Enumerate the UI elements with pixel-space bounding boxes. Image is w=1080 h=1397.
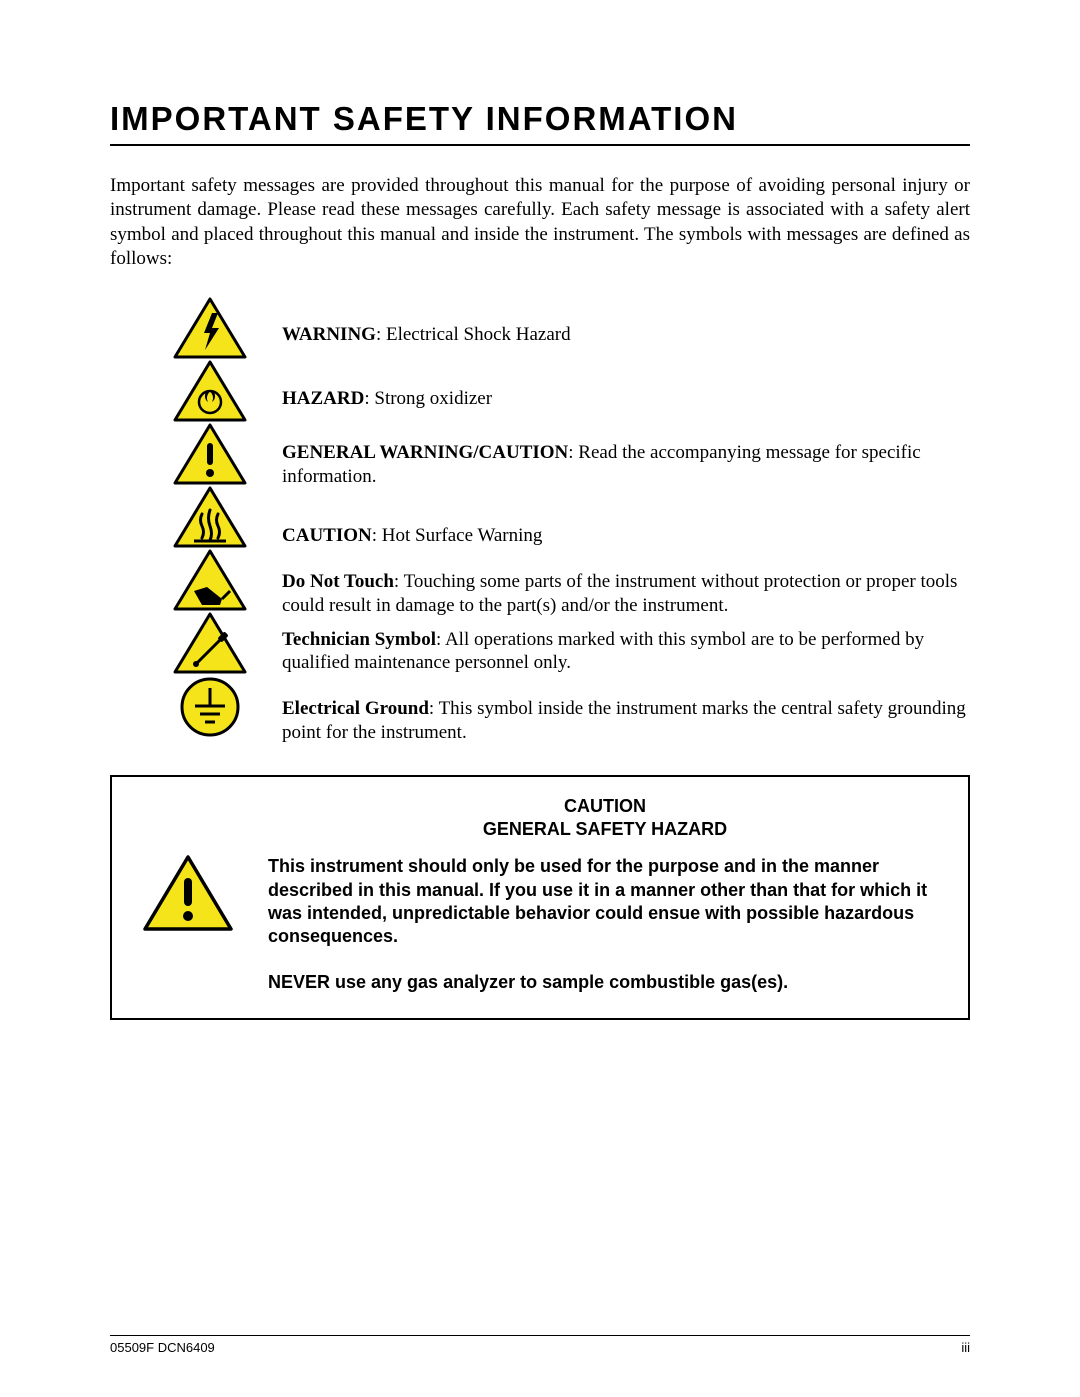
symbol-row: GENERAL WARNING/CAUTION: Read the accomp… bbox=[282, 441, 970, 489]
symbol-text-column: WARNING: Electrical Shock Hazard HAZARD:… bbox=[282, 297, 970, 744]
caution-footer: NEVER use any gas analyzer to sample com… bbox=[268, 971, 942, 994]
symbol-text: : Electrical Shock Hazard bbox=[376, 324, 571, 345]
symbol-row: Technician Symbol: All operations marked… bbox=[282, 628, 970, 676]
caution-heading-line: GENERAL SAFETY HAZARD bbox=[268, 818, 942, 841]
title-underline bbox=[110, 144, 970, 146]
symbol-row: CAUTION: Hot Surface Warning bbox=[282, 524, 970, 548]
symbol-text: : Strong oxidizer bbox=[364, 388, 492, 409]
symbol-row: WARNING: Electrical Shock Hazard bbox=[282, 323, 970, 347]
symbols-section: WARNING: Electrical Shock Hazard HAZARD:… bbox=[172, 297, 970, 744]
symbol-label: WARNING bbox=[282, 324, 376, 345]
general-warning-icon bbox=[172, 423, 248, 486]
symbol-text: : Hot Surface Warning bbox=[372, 525, 543, 546]
symbol-row: Do Not Touch: Touching some parts of the… bbox=[282, 570, 970, 618]
icon-column bbox=[172, 297, 282, 739]
symbol-label: Technician Symbol bbox=[282, 629, 436, 650]
symbol-label: Electrical Ground bbox=[282, 698, 429, 719]
page-footer: 05509F DCN6409 iii bbox=[110, 1335, 970, 1355]
oxidizer-icon bbox=[172, 360, 248, 423]
page: IMPORTANT SAFETY INFORMATION Important s… bbox=[0, 0, 1080, 1020]
electrical-shock-icon bbox=[172, 297, 248, 360]
page-title: IMPORTANT SAFETY INFORMATION bbox=[110, 100, 970, 144]
electrical-ground-icon bbox=[178, 675, 242, 739]
caution-body: This instrument should only be used for … bbox=[268, 855, 942, 949]
caution-heading-line: CAUTION bbox=[268, 795, 942, 818]
symbol-label: CAUTION bbox=[282, 525, 372, 546]
symbol-label: HAZARD bbox=[282, 388, 364, 409]
caution-text-block: CAUTION GENERAL SAFETY HAZARD This instr… bbox=[268, 795, 942, 995]
caution-heading: CAUTION GENERAL SAFETY HAZARD bbox=[268, 795, 942, 842]
footer-left: 05509F DCN6409 bbox=[110, 1340, 215, 1355]
caution-box: CAUTION GENERAL SAFETY HAZARD This instr… bbox=[110, 775, 970, 1021]
intro-paragraph: Important safety messages are provided t… bbox=[110, 174, 970, 271]
footer-right: iii bbox=[961, 1340, 970, 1355]
symbol-label: Do Not Touch bbox=[282, 571, 394, 592]
do-not-touch-icon bbox=[172, 549, 248, 612]
symbol-label: GENERAL WARNING/CAUTION bbox=[282, 442, 568, 463]
caution-warning-icon bbox=[138, 854, 238, 934]
symbol-row: Electrical Ground: This symbol inside th… bbox=[282, 697, 970, 745]
symbol-row: HAZARD: Strong oxidizer bbox=[282, 387, 970, 411]
technician-icon bbox=[172, 612, 248, 675]
hot-surface-icon bbox=[172, 486, 248, 549]
